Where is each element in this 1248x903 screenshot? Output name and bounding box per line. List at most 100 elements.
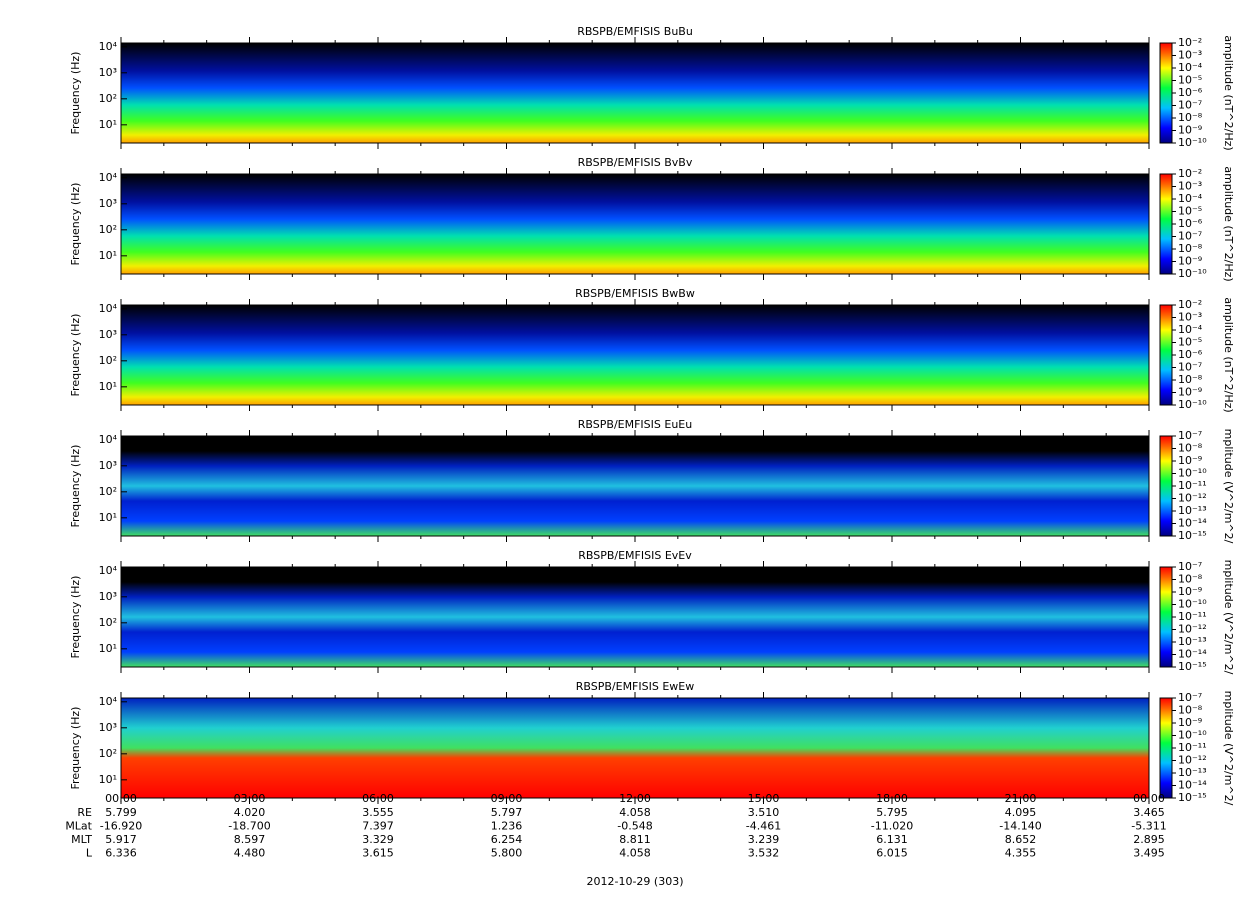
y-tick-label: 10¹ [99, 642, 117, 655]
ephemeris-value: 4.095 [1005, 806, 1037, 819]
y-tick-label: 10¹ [99, 380, 117, 393]
colorbar-tick-label: 10⁻¹¹ [1178, 479, 1207, 492]
colorbar-tick-label: 10⁻¹⁰ [1178, 267, 1207, 280]
y-tick-label: 10⁴ [99, 433, 118, 446]
colorbar-tick-label: 10⁻¹³ [1178, 504, 1207, 517]
colorbar-tick-label: 10⁻¹⁰ [1178, 136, 1207, 149]
ephemeris-value: 5.800 [491, 847, 523, 860]
colorbar-tick-label: 10⁻⁹ [1178, 585, 1202, 598]
colorbar-tick-label: 10⁻⁵ [1178, 205, 1202, 218]
date-label: 2012-10-29 (303) [586, 875, 683, 888]
ephemeris-value: 5.795 [876, 806, 908, 819]
colorbar-tick-label: 10⁻⁷ [1178, 99, 1202, 112]
panel-title: RBSPB/EMFISIS BwBw [575, 287, 695, 300]
y-tick-label: 10² [99, 92, 117, 105]
panel-title: RBSPB/EMFISIS BvBv [578, 156, 693, 169]
spectrogram-image [121, 436, 1149, 536]
colorbar-tick-label: 10⁻⁷ [1178, 230, 1202, 243]
colorbar-label: amplitude (nT^2/Hz) [1222, 297, 1235, 412]
ephemeris-value: 3.495 [1133, 847, 1165, 860]
colorbar-tick-label: 10⁻¹⁴ [1178, 779, 1207, 792]
colorbar-tick-label: 10⁻⁴ [1178, 192, 1203, 205]
x-tick-label: 09:00 [491, 792, 523, 805]
colorbar-tick-label: 10⁻⁸ [1178, 704, 1203, 717]
colorbar [1159, 697, 1173, 799]
colorbar-tick-label: 10⁻⁶ [1178, 348, 1203, 361]
colorbar-tick-label: 10⁻¹⁰ [1178, 729, 1207, 742]
spectrogram-image [121, 174, 1149, 274]
ephemeris-value: 5.797 [491, 806, 523, 819]
y-axis-label: Frequency (Hz) [69, 707, 82, 790]
colorbar-tick-label: 10⁻¹³ [1178, 766, 1207, 779]
colorbar-tick-label: 10⁻⁷ [1178, 691, 1202, 704]
colorbar-tick-label: 10⁻⁴ [1178, 323, 1203, 336]
colorbar-tick-label: 10⁻⁷ [1178, 560, 1202, 573]
x-tick-label: 21:00 [1005, 792, 1037, 805]
colorbar [1159, 304, 1173, 406]
panel-title: RBSPB/EMFISIS BuBu [577, 25, 693, 38]
y-tick-label: 10² [99, 485, 117, 498]
colorbar-tick-label: 10⁻¹² [1178, 754, 1207, 767]
ephemeris-value: 3.615 [362, 847, 394, 860]
y-tick-label: 10² [99, 616, 117, 629]
colorbar-label: mplitude (V^2/m^2/ [1222, 560, 1235, 675]
ephemeris-value: 4.020 [234, 806, 266, 819]
ephemeris-value: 5.917 [105, 833, 137, 846]
colorbar-tick-label: 10⁻⁴ [1178, 61, 1203, 74]
colorbar-tick-label: 10⁻⁸ [1178, 442, 1203, 455]
x-tick-label: 18:00 [876, 792, 908, 805]
colorbar-tick-label: 10⁻¹⁵ [1178, 791, 1207, 804]
colorbar-tick-label: 10⁻² [1178, 167, 1202, 180]
panel-title: RBSPB/EMFISIS EwEw [576, 680, 694, 693]
ephemeris-value: 4.058 [619, 847, 651, 860]
y-tick-label: 10³ [99, 721, 117, 734]
colorbar-tick-label: 10⁻¹³ [1178, 635, 1207, 648]
colorbar-tick-label: 10⁻⁹ [1178, 124, 1202, 137]
colorbar-tick-label: 10⁻¹⁰ [1178, 467, 1207, 480]
colorbar-tick-label: 10⁻² [1178, 298, 1202, 311]
colorbar [1159, 173, 1173, 275]
colorbar-tick-label: 10⁻⁶ [1178, 86, 1203, 99]
y-tick-label: 10⁴ [99, 171, 118, 184]
ephemeris-value: -0.548 [617, 820, 652, 833]
y-tick-label: 10² [99, 747, 117, 760]
colorbar-tick-label: 10⁻⁸ [1178, 242, 1203, 255]
y-tick-label: 10² [99, 223, 117, 236]
ephemeris-value: 7.397 [362, 820, 394, 833]
ephemeris-value: 8.652 [1005, 833, 1037, 846]
y-tick-label: 10⁴ [99, 695, 118, 708]
colorbar-tick-label: 10⁻⁵ [1178, 336, 1202, 349]
ephemeris-value: 6.336 [105, 847, 137, 860]
y-tick-label: 10⁴ [99, 302, 118, 315]
y-tick-label: 10² [99, 354, 117, 367]
colorbar-label: mplitude (V^2/m^2/ [1222, 691, 1235, 806]
colorbar-label: mplitude (V^2/m^2/ [1222, 429, 1235, 544]
ephemeris-value: 2.895 [1133, 833, 1165, 846]
spectrogram-image [121, 567, 1149, 667]
colorbar-label: amplitude (nT^2/Hz) [1222, 35, 1235, 150]
ephemeris-value: 5.799 [105, 806, 137, 819]
colorbar-tick-label: 10⁻⁷ [1178, 361, 1202, 374]
ephemeris-value: 4.480 [234, 847, 266, 860]
y-tick-label: 10¹ [99, 773, 117, 786]
colorbar-tick-label: 10⁻² [1178, 36, 1202, 49]
spectrogram-image [121, 43, 1149, 143]
ephemeris-value: -18.700 [228, 820, 270, 833]
y-axis-label: Frequency (Hz) [69, 183, 82, 266]
y-axis-label: Frequency (Hz) [69, 314, 82, 397]
ephemeris-value: 3.555 [362, 806, 394, 819]
ephemeris-label: MLat [65, 820, 92, 833]
y-tick-label: 10³ [99, 328, 117, 341]
colorbar [1159, 42, 1173, 144]
spectrogram-image [121, 698, 1149, 798]
y-axis-label: Frequency (Hz) [69, 445, 82, 528]
colorbar-tick-label: 10⁻¹² [1178, 492, 1207, 505]
ephemeris-value: 3.239 [748, 833, 780, 846]
ephemeris-value: -5.311 [1131, 820, 1166, 833]
colorbar-tick-label: 10⁻⁹ [1178, 454, 1202, 467]
ephemeris-label: RE [77, 806, 92, 819]
x-tick-label: 12:00 [619, 792, 651, 805]
ephemeris-value: -4.461 [746, 820, 781, 833]
colorbar-tick-label: 10⁻⁹ [1178, 716, 1202, 729]
